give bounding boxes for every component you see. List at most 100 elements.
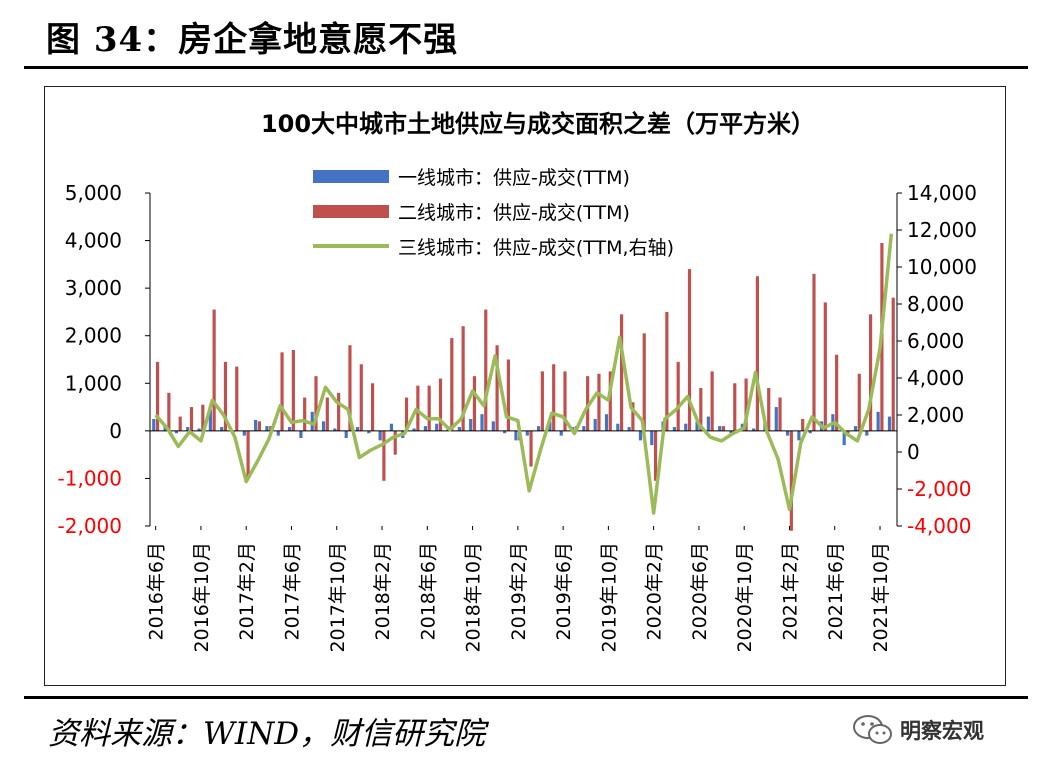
bar-tier2 — [371, 383, 375, 431]
bar-tier1 — [491, 421, 495, 431]
bar-tier1 — [514, 430, 518, 441]
x-tick-label: 2017年2月 — [236, 542, 258, 640]
bar-tier2 — [801, 418, 805, 431]
bar-tier2 — [484, 309, 488, 431]
bar-tier2 — [823, 302, 827, 431]
bar-tier1 — [276, 430, 280, 436]
bar-tier2 — [506, 359, 510, 431]
y-tick-label: -2,000 — [58, 514, 122, 538]
bar-tier2 — [212, 309, 216, 431]
bar-tier2 — [201, 404, 205, 431]
bar-tier1 — [537, 426, 541, 431]
x-tick-label: 2017年10月 — [327, 542, 349, 653]
bar-tier1 — [220, 427, 224, 431]
bar-tier1 — [604, 414, 609, 431]
bar-tier2 — [631, 402, 635, 431]
x-tick-label: 2020年2月 — [644, 542, 666, 640]
y-tick-label: 0 — [109, 419, 122, 443]
x-tick-label: 2021年2月 — [779, 542, 801, 640]
bar-tier1 — [265, 426, 269, 431]
bar-tier1 — [582, 426, 586, 431]
bar-tier2 — [325, 397, 329, 431]
bar-tier1 — [503, 430, 507, 434]
chart-frame — [44, 86, 1006, 686]
bar-tier2 — [246, 430, 250, 479]
bar-tier2 — [744, 378, 748, 431]
bar-tier1 — [254, 419, 258, 431]
y2-tick-label: -4,000 — [907, 514, 971, 538]
y-tick-label: -1,000 — [58, 466, 122, 490]
bar-tier2 — [303, 397, 307, 431]
bar-tier1 — [695, 421, 699, 431]
bar-tier1 — [718, 426, 722, 431]
watermark: 明察宏观 — [852, 713, 984, 747]
x-tick-label: 2019年10月 — [598, 542, 620, 653]
bar-tier1 — [344, 430, 348, 438]
y-tick-label: 4,000 — [65, 229, 122, 253]
y2-tick-label: 6,000 — [907, 329, 964, 353]
bar-tier1 — [333, 428, 337, 431]
bar-tier1 — [197, 428, 201, 431]
bar-tier2 — [472, 376, 477, 431]
plot-area: -2,000 -1,000 0 1,000 2,000 3,000 4,000 5,000 -4… — [58, 181, 977, 653]
x-tick-label: 2017年6月 — [281, 542, 303, 640]
legend-swatch-tier2 — [313, 205, 389, 218]
bar-tier2 — [235, 366, 239, 431]
bar-tier2 — [416, 385, 420, 431]
bar-tier2 — [665, 311, 669, 431]
bar-tier1 — [706, 416, 710, 431]
bar-tier1 — [480, 414, 484, 431]
legend-label-tier3: 三线城市：供应-成交(TTM,右轴) — [398, 237, 674, 259]
bar-tier1 — [412, 428, 416, 431]
bar-tier1 — [242, 430, 246, 436]
y2-tick-label: 0 — [907, 440, 920, 464]
x-tick-label: 2019年2月 — [508, 542, 530, 640]
bar-tier1 — [299, 430, 303, 438]
y-tick-label: 2,000 — [65, 324, 122, 348]
bar-tier2 — [348, 345, 352, 431]
y2-tick-label: 8,000 — [907, 292, 964, 316]
y2-tick-label: -2,000 — [907, 477, 971, 501]
bar-tier1 — [389, 423, 394, 431]
bar-tier1 — [163, 426, 167, 431]
bar-tier2 — [178, 416, 182, 431]
bar-tier1 — [457, 427, 461, 431]
bar-tier1 — [684, 423, 688, 431]
bar-tier1 — [808, 430, 812, 434]
bar-tier1 — [174, 430, 178, 434]
x-tick-label: 2020年6月 — [689, 542, 711, 640]
bar-tier1 — [627, 427, 631, 431]
bar-tier1 — [616, 423, 620, 431]
bar-tier2 — [835, 354, 839, 431]
bar-tier2 — [382, 430, 386, 481]
bar-tier2 — [778, 397, 782, 431]
bar-tier1 — [887, 416, 892, 431]
bar-tier1 — [355, 427, 360, 431]
y-tick-label: 3,000 — [65, 276, 122, 300]
bar-tier2 — [676, 361, 680, 431]
bar-tier2 — [642, 333, 646, 431]
bar-tier1 — [186, 427, 190, 431]
bar-tier1 — [752, 428, 756, 431]
bar-tier2 — [529, 430, 533, 467]
x-tick-label: 2021年10月 — [870, 542, 892, 653]
bar-tier2 — [687, 269, 692, 431]
bar-tier2 — [167, 392, 171, 431]
bar-tier1 — [865, 430, 869, 436]
figure-title: 图 34：房企拿地意愿不强 — [46, 20, 459, 60]
x-tick-label: 2020年10月 — [734, 542, 756, 653]
y-tick-label: 1,000 — [65, 371, 122, 395]
bar-tier1 — [650, 430, 654, 446]
bar-tier2 — [789, 430, 793, 531]
bar-tier2 — [653, 430, 658, 481]
bar-tier1 — [288, 427, 292, 431]
legend: 一线城市：供应-成交(TTM) 二线城市：供应-成交(TTM) 三线城市：供应-… — [313, 167, 674, 259]
bar-tier2 — [620, 314, 624, 431]
bar-tier2 — [359, 364, 363, 431]
x-tick-label: 2018年10月 — [463, 542, 485, 653]
bar-tier2 — [438, 378, 443, 431]
bar-tier1 — [559, 430, 563, 436]
y2-tick-label: 12,000 — [907, 218, 977, 242]
bar-tier1 — [423, 426, 427, 431]
